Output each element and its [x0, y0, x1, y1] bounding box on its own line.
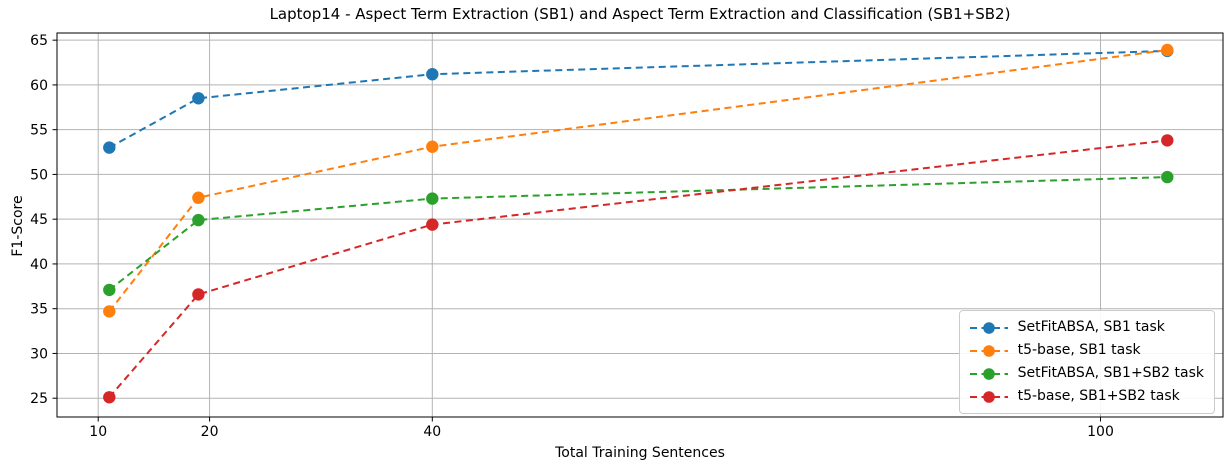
legend-label: t5-base, SB1 task [1017, 342, 1141, 358]
data-point-marker[interactable] [1161, 170, 1174, 184]
series-line-2 [108, 176, 1168, 291]
y-tick-label: 25 [30, 391, 48, 407]
data-point-marker[interactable] [192, 288, 205, 301]
x-tick-label: 20 [201, 424, 219, 440]
data-point-marker[interactable] [1161, 43, 1174, 57]
data-point-marker[interactable] [192, 92, 205, 105]
legend-label: t5-base, SB1+SB2 task [1017, 388, 1180, 404]
y-tick-label: 50 [30, 167, 48, 183]
data-point-marker[interactable] [103, 141, 116, 154]
chart-title: Laptop14 - Aspect Term Extraction (SB1) … [269, 5, 1011, 23]
x-tick-label: 10 [89, 424, 107, 440]
series-line-3 [108, 139, 1168, 398]
x-axis-label: Total Training Sentences [555, 445, 725, 461]
x-tick-label: 40 [423, 424, 441, 440]
y-tick-label: 35 [30, 302, 48, 318]
data-point-marker[interactable] [426, 218, 439, 231]
data-point-marker[interactable] [103, 305, 116, 318]
plot-border [56, 32, 1224, 418]
y-tick-label: 30 [30, 346, 48, 362]
legend-line-marker-icon [969, 390, 1008, 403]
y-axis-label: F1-Score [10, 195, 26, 257]
y-tick-label: 65 [30, 33, 48, 49]
data-point-marker[interactable] [192, 191, 205, 204]
legend-line-marker-icon [969, 367, 1008, 380]
legend-line-marker-icon [969, 321, 1008, 334]
data-point-marker[interactable] [426, 140, 439, 153]
legend-label: SetFitABSA, SB1+SB2 task [1017, 365, 1204, 381]
legend-label: SetFitABSA, SB1 task [1017, 319, 1165, 335]
y-tick-label: 60 [30, 78, 48, 94]
legend-item: t5-base, SB1 task [969, 339, 1204, 362]
data-point-marker[interactable] [426, 192, 439, 205]
y-tick-label: 55 [30, 123, 48, 139]
y-tick-label: 40 [30, 257, 48, 273]
data-point-marker[interactable] [1161, 134, 1174, 147]
data-point-marker[interactable] [426, 68, 439, 81]
y-tick-label: 45 [30, 212, 48, 228]
legend-line-marker-icon [969, 344, 1008, 357]
legend-item: t5-base, SB1+SB2 task [969, 385, 1204, 408]
data-point-marker[interactable] [103, 283, 116, 297]
x-tick-label: 100 [1087, 424, 1114, 440]
series-line-0 [108, 49, 1168, 149]
legend-item: SetFitABSA, SB1+SB2 task [969, 362, 1204, 385]
series-line-1 [108, 49, 1168, 313]
legend-item: SetFitABSA, SB1 task [969, 316, 1204, 339]
data-point-marker[interactable] [192, 213, 205, 227]
legend: SetFitABSA, SB1 task t5-base, SB1 task Set… [958, 310, 1215, 414]
data-point-marker[interactable] [103, 391, 116, 404]
